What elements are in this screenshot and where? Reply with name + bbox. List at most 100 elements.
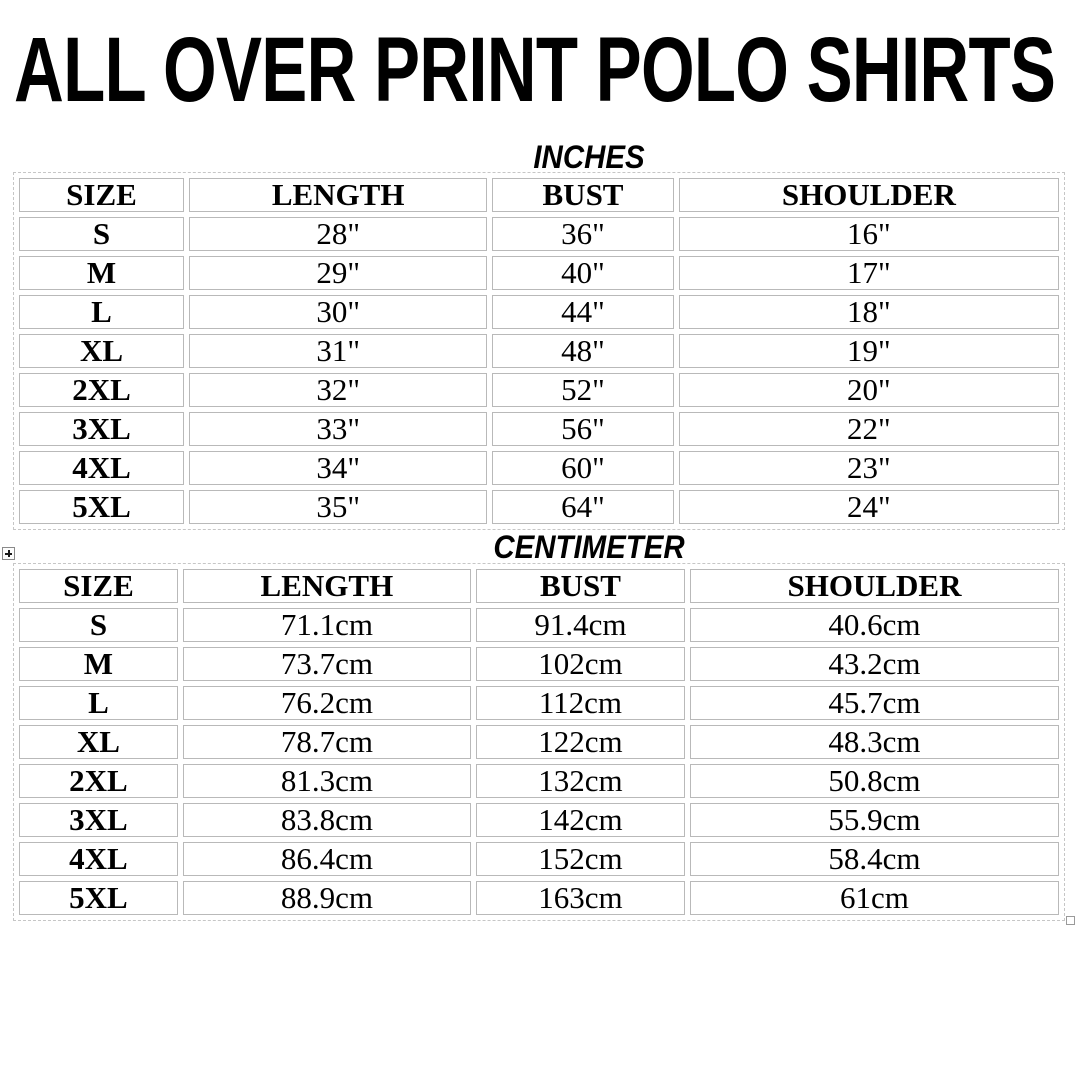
column-header-shoulder: SHOULDER xyxy=(678,178,1059,212)
centimeter-table: SIZE LENGTH BUST SHOULDER S 71.1cm 91.4cm 40.6c… xyxy=(14,564,1064,920)
cell-size: M xyxy=(19,256,185,290)
table-move-cross-icon xyxy=(3,548,14,559)
cell-length: 30" xyxy=(189,295,488,329)
column-header-length: LENGTH xyxy=(189,178,488,212)
table-row: L 30" 44" 18" xyxy=(19,295,1059,329)
column-header-length: LENGTH xyxy=(182,569,471,603)
cell-shoulder: 20" xyxy=(678,373,1059,407)
table-row: 4XL 34" 60" 23" xyxy=(19,451,1059,485)
table-row: 5XL 35" 64" 24" xyxy=(19,490,1059,524)
header-row: SIZE LENGTH BUST SHOULDER xyxy=(19,178,1059,212)
cell-shoulder: 55.9cm xyxy=(689,803,1059,837)
header-row: SIZE LENGTH BUST SHOULDER xyxy=(19,569,1059,603)
table-row: 2XL 32" 52" 20" xyxy=(19,373,1059,407)
section-label-inches: INCHES xyxy=(533,139,645,175)
cell-size: 3XL xyxy=(19,803,178,837)
cell-length: 31" xyxy=(189,334,488,368)
cell-size: 5XL xyxy=(19,490,185,524)
cell-shoulder: 17" xyxy=(678,256,1059,290)
cell-shoulder: 50.8cm xyxy=(689,764,1059,798)
cell-size: XL xyxy=(19,725,178,759)
cell-size: L xyxy=(19,686,178,720)
cell-bust: 142cm xyxy=(475,803,685,837)
table-resize-handle[interactable] xyxy=(1066,916,1075,925)
cell-length: 35" xyxy=(189,490,488,524)
page-title: ALL OVER PRINT POLO SHIRTS xyxy=(14,19,1056,121)
cell-length: 28" xyxy=(189,217,488,251)
cell-size: XL xyxy=(19,334,185,368)
cell-length: 78.7cm xyxy=(182,725,471,759)
table-row: S 28" 36" 16" xyxy=(19,217,1059,251)
cell-bust: 152cm xyxy=(475,842,685,876)
cell-shoulder: 61cm xyxy=(689,881,1059,915)
cell-length: 73.7cm xyxy=(182,647,471,681)
cell-length: 76.2cm xyxy=(182,686,471,720)
table-move-handle[interactable] xyxy=(2,547,15,560)
cell-size: 2XL xyxy=(19,764,178,798)
cell-size: S xyxy=(19,608,178,642)
cell-size: 5XL xyxy=(19,881,178,915)
inches-size-table: SIZE LENGTH BUST SHOULDER S 28" 36" 16" M 29" 40" 1… xyxy=(13,172,1065,530)
cell-bust: 60" xyxy=(492,451,674,485)
cell-bust: 52" xyxy=(492,373,674,407)
table-row: M 73.7cm 102cm 43.2cm xyxy=(19,647,1059,681)
table-row: XL 31" 48" 19" xyxy=(19,334,1059,368)
cell-bust: 122cm xyxy=(475,725,685,759)
cell-shoulder: 19" xyxy=(678,334,1059,368)
table-row: 5XL 88.9cm 163cm 61cm xyxy=(19,881,1059,915)
cell-length: 34" xyxy=(189,451,488,485)
cell-bust: 132cm xyxy=(475,764,685,798)
cell-shoulder: 43.2cm xyxy=(689,647,1059,681)
column-header-bust: BUST xyxy=(475,569,685,603)
cell-shoulder: 24" xyxy=(678,490,1059,524)
cell-size: S xyxy=(19,217,185,251)
cell-size: 4XL xyxy=(19,842,178,876)
cell-length: 71.1cm xyxy=(182,608,471,642)
cell-bust: 112cm xyxy=(475,686,685,720)
section-label-centimeter: CENTIMETER xyxy=(493,529,685,565)
cell-shoulder: 16" xyxy=(678,217,1059,251)
cell-shoulder: 45.7cm xyxy=(689,686,1059,720)
column-header-size: SIZE xyxy=(19,569,178,603)
cell-bust: 163cm xyxy=(475,881,685,915)
cell-length: 29" xyxy=(189,256,488,290)
cell-size: 3XL xyxy=(19,412,185,446)
cell-length: 32" xyxy=(189,373,488,407)
cell-bust: 48" xyxy=(492,334,674,368)
table-row: S 71.1cm 91.4cm 40.6cm xyxy=(19,608,1059,642)
cell-length: 88.9cm xyxy=(182,881,471,915)
cell-size: 2XL xyxy=(19,373,185,407)
cell-bust: 36" xyxy=(492,217,674,251)
table-row: 3XL 83.8cm 142cm 55.9cm xyxy=(19,803,1059,837)
inches-table: SIZE LENGTH BUST SHOULDER S 28" 36" 16" M 29" 40" 1… xyxy=(14,173,1064,529)
centimeter-size-table: SIZE LENGTH BUST SHOULDER S 71.1cm 91.4cm 40.6c… xyxy=(13,563,1065,921)
cell-size: L xyxy=(19,295,185,329)
table-row: 4XL 86.4cm 152cm 58.4cm xyxy=(19,842,1059,876)
cell-shoulder: 40.6cm xyxy=(689,608,1059,642)
table-row: 3XL 33" 56" 22" xyxy=(19,412,1059,446)
cell-bust: 56" xyxy=(492,412,674,446)
cell-bust: 44" xyxy=(492,295,674,329)
table-row: M 29" 40" 17" xyxy=(19,256,1059,290)
table-row: L 76.2cm 112cm 45.7cm xyxy=(19,686,1059,720)
table-row: XL 78.7cm 122cm 48.3cm xyxy=(19,725,1059,759)
cell-length: 83.8cm xyxy=(182,803,471,837)
cell-bust: 102cm xyxy=(475,647,685,681)
cell-size: 4XL xyxy=(19,451,185,485)
cell-shoulder: 23" xyxy=(678,451,1059,485)
cell-bust: 64" xyxy=(492,490,674,524)
cell-length: 33" xyxy=(189,412,488,446)
cell-length: 81.3cm xyxy=(182,764,471,798)
cell-length: 86.4cm xyxy=(182,842,471,876)
column-header-shoulder: SHOULDER xyxy=(689,569,1059,603)
cell-shoulder: 58.4cm xyxy=(689,842,1059,876)
cell-bust: 91.4cm xyxy=(475,608,685,642)
cell-shoulder: 48.3cm xyxy=(689,725,1059,759)
cell-size: M xyxy=(19,647,178,681)
column-header-bust: BUST xyxy=(492,178,674,212)
table-row: 2XL 81.3cm 132cm 50.8cm xyxy=(19,764,1059,798)
cell-shoulder: 18" xyxy=(678,295,1059,329)
cell-shoulder: 22" xyxy=(678,412,1059,446)
cell-bust: 40" xyxy=(492,256,674,290)
column-header-size: SIZE xyxy=(19,178,185,212)
